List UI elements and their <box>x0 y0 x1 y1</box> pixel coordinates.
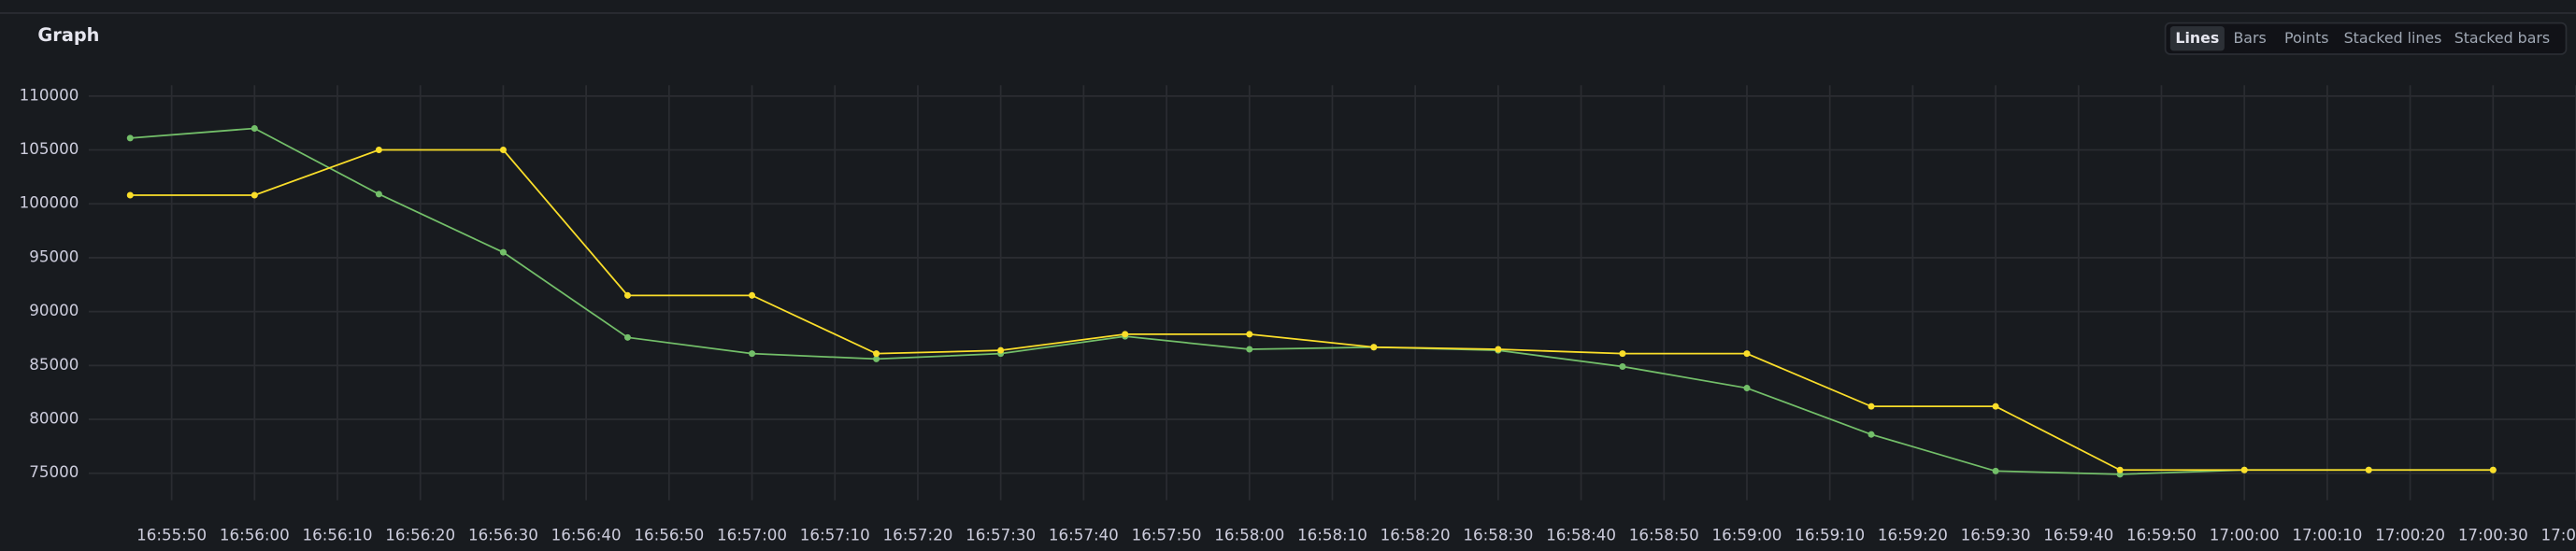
x-tick-label: 16:58:30 <box>1463 527 1533 544</box>
x-tick-label: 16:58:20 <box>1381 527 1451 544</box>
y-tick-label: 90000 <box>29 302 79 319</box>
x-tick-label: 16:59:00 <box>1712 527 1782 544</box>
x-tick-label: 16:58:10 <box>1297 527 1367 544</box>
data-point <box>375 147 382 154</box>
y-tick-label: 95000 <box>29 247 79 265</box>
data-point <box>1992 403 1999 410</box>
y-tick-label: 110000 <box>20 86 79 104</box>
x-tick-label: 17:00:20 <box>2375 527 2445 544</box>
data-point <box>375 191 382 198</box>
x-tick-label: 16:56:40 <box>551 527 622 544</box>
x-tick-label: 17:00:30 <box>2458 527 2528 544</box>
x-tick-label: 16:57:50 <box>1132 527 1202 544</box>
data-point <box>1246 346 1253 353</box>
data-point <box>1868 431 1875 438</box>
data-point <box>873 350 880 358</box>
data-point <box>1122 331 1129 338</box>
series-line <box>130 148 2494 472</box>
data-point <box>499 147 507 154</box>
x-tick-label: 16:55:50 <box>136 527 207 544</box>
mode-group <box>2164 21 2568 55</box>
x-tick-label: 16:57:30 <box>966 527 1036 544</box>
y-tick-label: 105000 <box>20 140 79 158</box>
data-point <box>1743 350 1751 358</box>
x-tick-label: 17:00:00 <box>2210 527 2280 544</box>
panel-title: Graph <box>37 24 99 46</box>
x-tick-label: 16:56:30 <box>468 527 538 544</box>
mode-buttons: Lines Bars Points Stacked lines Stacked bars <box>2169 26 2550 51</box>
data-point <box>126 191 134 199</box>
mode-button[interactable]: Bars <box>2233 29 2266 47</box>
data-point <box>1619 362 1626 370</box>
data-point <box>2489 466 2497 473</box>
x-tick-label: 16:59:30 <box>1961 527 2031 544</box>
data-point <box>623 291 631 299</box>
x-tick-label: 16:57:10 <box>800 527 870 544</box>
x-tick-label: 16:57:20 <box>882 527 952 544</box>
x-tick-label: 16:58:40 <box>1546 527 1616 544</box>
data-point <box>2240 466 2248 473</box>
data-point <box>1246 331 1253 338</box>
x-tick-label: 16:59:10 <box>1795 527 1865 544</box>
data-point <box>997 346 1005 354</box>
mode-button[interactable]: Stacked lines <box>2344 29 2442 47</box>
data-point <box>1370 344 1378 351</box>
y-tick-label: 75000 <box>29 463 79 481</box>
plot: 75000 80000 85000 90000 95000 100000 105000 110… <box>20 85 2576 544</box>
x-tick-label: 16:56:50 <box>634 527 704 544</box>
mode-button-bg <box>2169 26 2225 51</box>
x-tick-label: 16:56:10 <box>303 527 373 544</box>
x-tick-label: 16:56:00 <box>220 527 290 544</box>
mode-button[interactable]: Lines <box>2175 29 2219 47</box>
x-tick-label: 17:00:40 <box>2541 527 2576 544</box>
data-point <box>126 134 134 142</box>
x-tick-label: 16:59:40 <box>2043 527 2113 544</box>
data-point <box>1743 385 1751 392</box>
x-tick-label: 16:57:00 <box>717 527 787 544</box>
x-tick-label: 16:59:20 <box>1878 527 1948 544</box>
x-tick-label: 16:58:50 <box>1629 527 1699 544</box>
data-point <box>2116 466 2124 473</box>
data-point <box>749 350 756 358</box>
x-tick-label: 16:57:40 <box>1049 527 1119 544</box>
mode-button[interactable]: Stacked bars <box>2454 29 2550 47</box>
data-point <box>250 124 258 132</box>
data-point <box>749 291 756 299</box>
data-point <box>1992 467 1999 474</box>
data-point <box>1619 350 1626 358</box>
mode-button[interactable]: Points <box>2284 29 2328 47</box>
x-tick-label: 16:58:00 <box>1214 527 1284 544</box>
data-point <box>2365 466 2372 473</box>
data-point <box>1495 346 1502 353</box>
x-tick-label: 16:56:20 <box>385 527 455 544</box>
data-point <box>499 248 507 256</box>
data-point <box>623 333 631 341</box>
data-point <box>1868 403 1875 410</box>
series-line <box>130 127 2494 475</box>
y-tick-label: 100000 <box>20 194 79 212</box>
data-point <box>873 355 880 362</box>
y-tick-label: 80000 <box>29 410 79 428</box>
x-tick-label: 16:59:50 <box>2126 527 2197 544</box>
y-tick-label: 85000 <box>29 356 79 374</box>
data-point <box>250 191 258 199</box>
x-tick-label: 17:00:10 <box>2292 527 2362 544</box>
